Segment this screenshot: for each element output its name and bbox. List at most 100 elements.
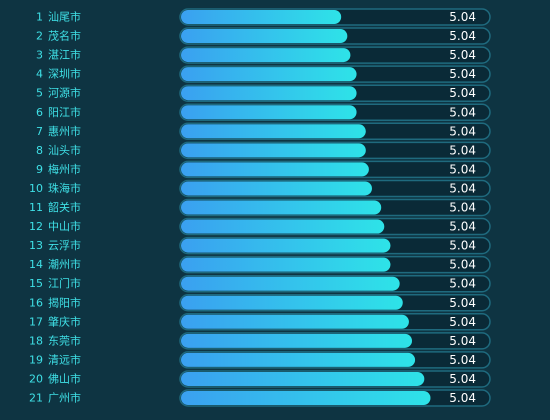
bar — [181, 257, 391, 272]
value-label: 5.04 — [449, 277, 476, 291]
bar-row: 6 阳江市 5.04 — [36, 103, 491, 121]
bar — [181, 29, 348, 44]
bar-row: 2 茂名市 5.04 — [36, 27, 491, 45]
bar — [181, 124, 366, 139]
rank-label: 4 — [36, 68, 43, 81]
bar-row: 20 佛山市 5.04 — [29, 370, 491, 388]
value-label: 5.04 — [449, 372, 476, 386]
value-label: 5.04 — [449, 162, 476, 176]
bar — [181, 314, 409, 329]
bar-row: 14 潮州市 5.04 — [29, 255, 491, 274]
rank-label: 17 — [29, 315, 43, 328]
rank-label: 8 — [36, 144, 43, 157]
category-label: 清远市 — [48, 352, 81, 366]
value-label: 5.04 — [449, 353, 476, 367]
bar — [181, 181, 372, 196]
value-label: 5.04 — [449, 29, 476, 43]
bar — [181, 48, 351, 63]
bar-row: 4 深圳市 5.04 — [36, 65, 491, 83]
bar — [181, 391, 431, 405]
bar-row: 1 汕尾市 5.04 — [36, 8, 491, 26]
rank-label: 1 — [36, 11, 43, 24]
bar — [181, 371, 425, 386]
rank-label: 15 — [29, 277, 43, 290]
rank-label: 18 — [29, 334, 43, 347]
rank-label: 3 — [36, 49, 43, 62]
category-label: 惠州市 — [48, 124, 81, 138]
category-label: 珠海市 — [48, 181, 81, 195]
bar-row: 12 中山市 5.04 — [29, 217, 491, 236]
value-label: 5.04 — [449, 391, 476, 405]
value-label: 5.04 — [449, 315, 476, 329]
rank-label: 6 — [36, 106, 43, 119]
rank-label: 16 — [29, 296, 43, 309]
rank-label: 21 — [29, 392, 43, 405]
bar-row: 19 清远市 5.04 — [29, 351, 491, 369]
category-label: 韶关市 — [48, 200, 81, 214]
value-label: 5.04 — [449, 67, 476, 81]
rank-label: 5 — [36, 87, 43, 100]
bar-row: 8 汕头市 5.04 — [36, 141, 491, 160]
category-label: 东莞市 — [48, 333, 81, 347]
value-label: 5.04 — [449, 105, 476, 119]
bar-row: 11 韶关市 5.04 — [29, 198, 491, 217]
rank-label: 14 — [29, 258, 43, 271]
value-label: 5.04 — [449, 10, 476, 24]
bar — [181, 219, 385, 234]
category-label: 江门市 — [48, 276, 81, 290]
category-label: 潮州市 — [48, 257, 81, 271]
rank-label: 12 — [29, 220, 43, 233]
rank-label: 10 — [29, 182, 43, 195]
bar-row: 13 云浮市 5.04 — [29, 236, 491, 255]
rank-label: 9 — [36, 163, 43, 176]
bar — [181, 162, 369, 177]
bar — [181, 143, 366, 158]
value-label: 5.04 — [449, 220, 476, 234]
value-label: 5.04 — [449, 86, 476, 100]
category-label: 佛山市 — [48, 371, 81, 385]
category-label: 湛江市 — [48, 48, 81, 62]
category-label: 云浮市 — [48, 238, 81, 252]
category-label: 深圳市 — [48, 67, 81, 81]
rank-label: 13 — [29, 239, 43, 252]
bar-row: 3 湛江市 5.04 — [36, 46, 491, 64]
bar — [181, 352, 416, 367]
rank-label: 19 — [29, 353, 43, 366]
bar — [181, 238, 391, 253]
value-label: 5.04 — [449, 201, 476, 215]
rank-label: 11 — [29, 201, 43, 214]
category-label: 汕尾市 — [48, 10, 81, 24]
value-label: 5.04 — [449, 296, 476, 310]
rank-label: 20 — [29, 372, 43, 385]
bar-row: 16 揭阳市 5.04 — [29, 294, 491, 312]
category-label: 阳江市 — [48, 105, 81, 119]
bar — [181, 276, 400, 291]
bar — [181, 200, 382, 215]
category-label: 汕头市 — [48, 143, 81, 157]
category-label: 中山市 — [48, 219, 81, 233]
bar-row: 17 肇庆市 5.04 — [29, 313, 491, 331]
bar-row: 15 江门市 5.04 — [29, 274, 491, 293]
category-label: 广州市 — [48, 391, 81, 405]
category-label: 河源市 — [48, 86, 81, 100]
rank-label: 7 — [36, 125, 43, 138]
value-label: 5.04 — [449, 48, 476, 62]
bar-row: 5 河源市 5.04 — [36, 84, 491, 102]
category-label: 肇庆市 — [48, 314, 81, 328]
value-label: 5.04 — [449, 143, 476, 157]
bar-row: 10 珠海市 5.04 — [29, 179, 491, 198]
bar — [181, 67, 357, 82]
value-label: 5.04 — [449, 258, 476, 272]
rank-label: 2 — [36, 30, 43, 43]
bar — [181, 295, 403, 310]
category-label: 揭阳市 — [48, 295, 81, 309]
bar-row: 7 惠州市 5.04 — [36, 122, 491, 141]
value-label: 5.04 — [449, 334, 476, 348]
bar — [181, 333, 412, 348]
bar — [181, 10, 342, 24]
value-label: 5.04 — [449, 124, 476, 138]
bar — [181, 86, 357, 101]
category-label: 梅州市 — [48, 162, 81, 176]
bar-row: 21 广州市 5.04 — [29, 389, 491, 407]
